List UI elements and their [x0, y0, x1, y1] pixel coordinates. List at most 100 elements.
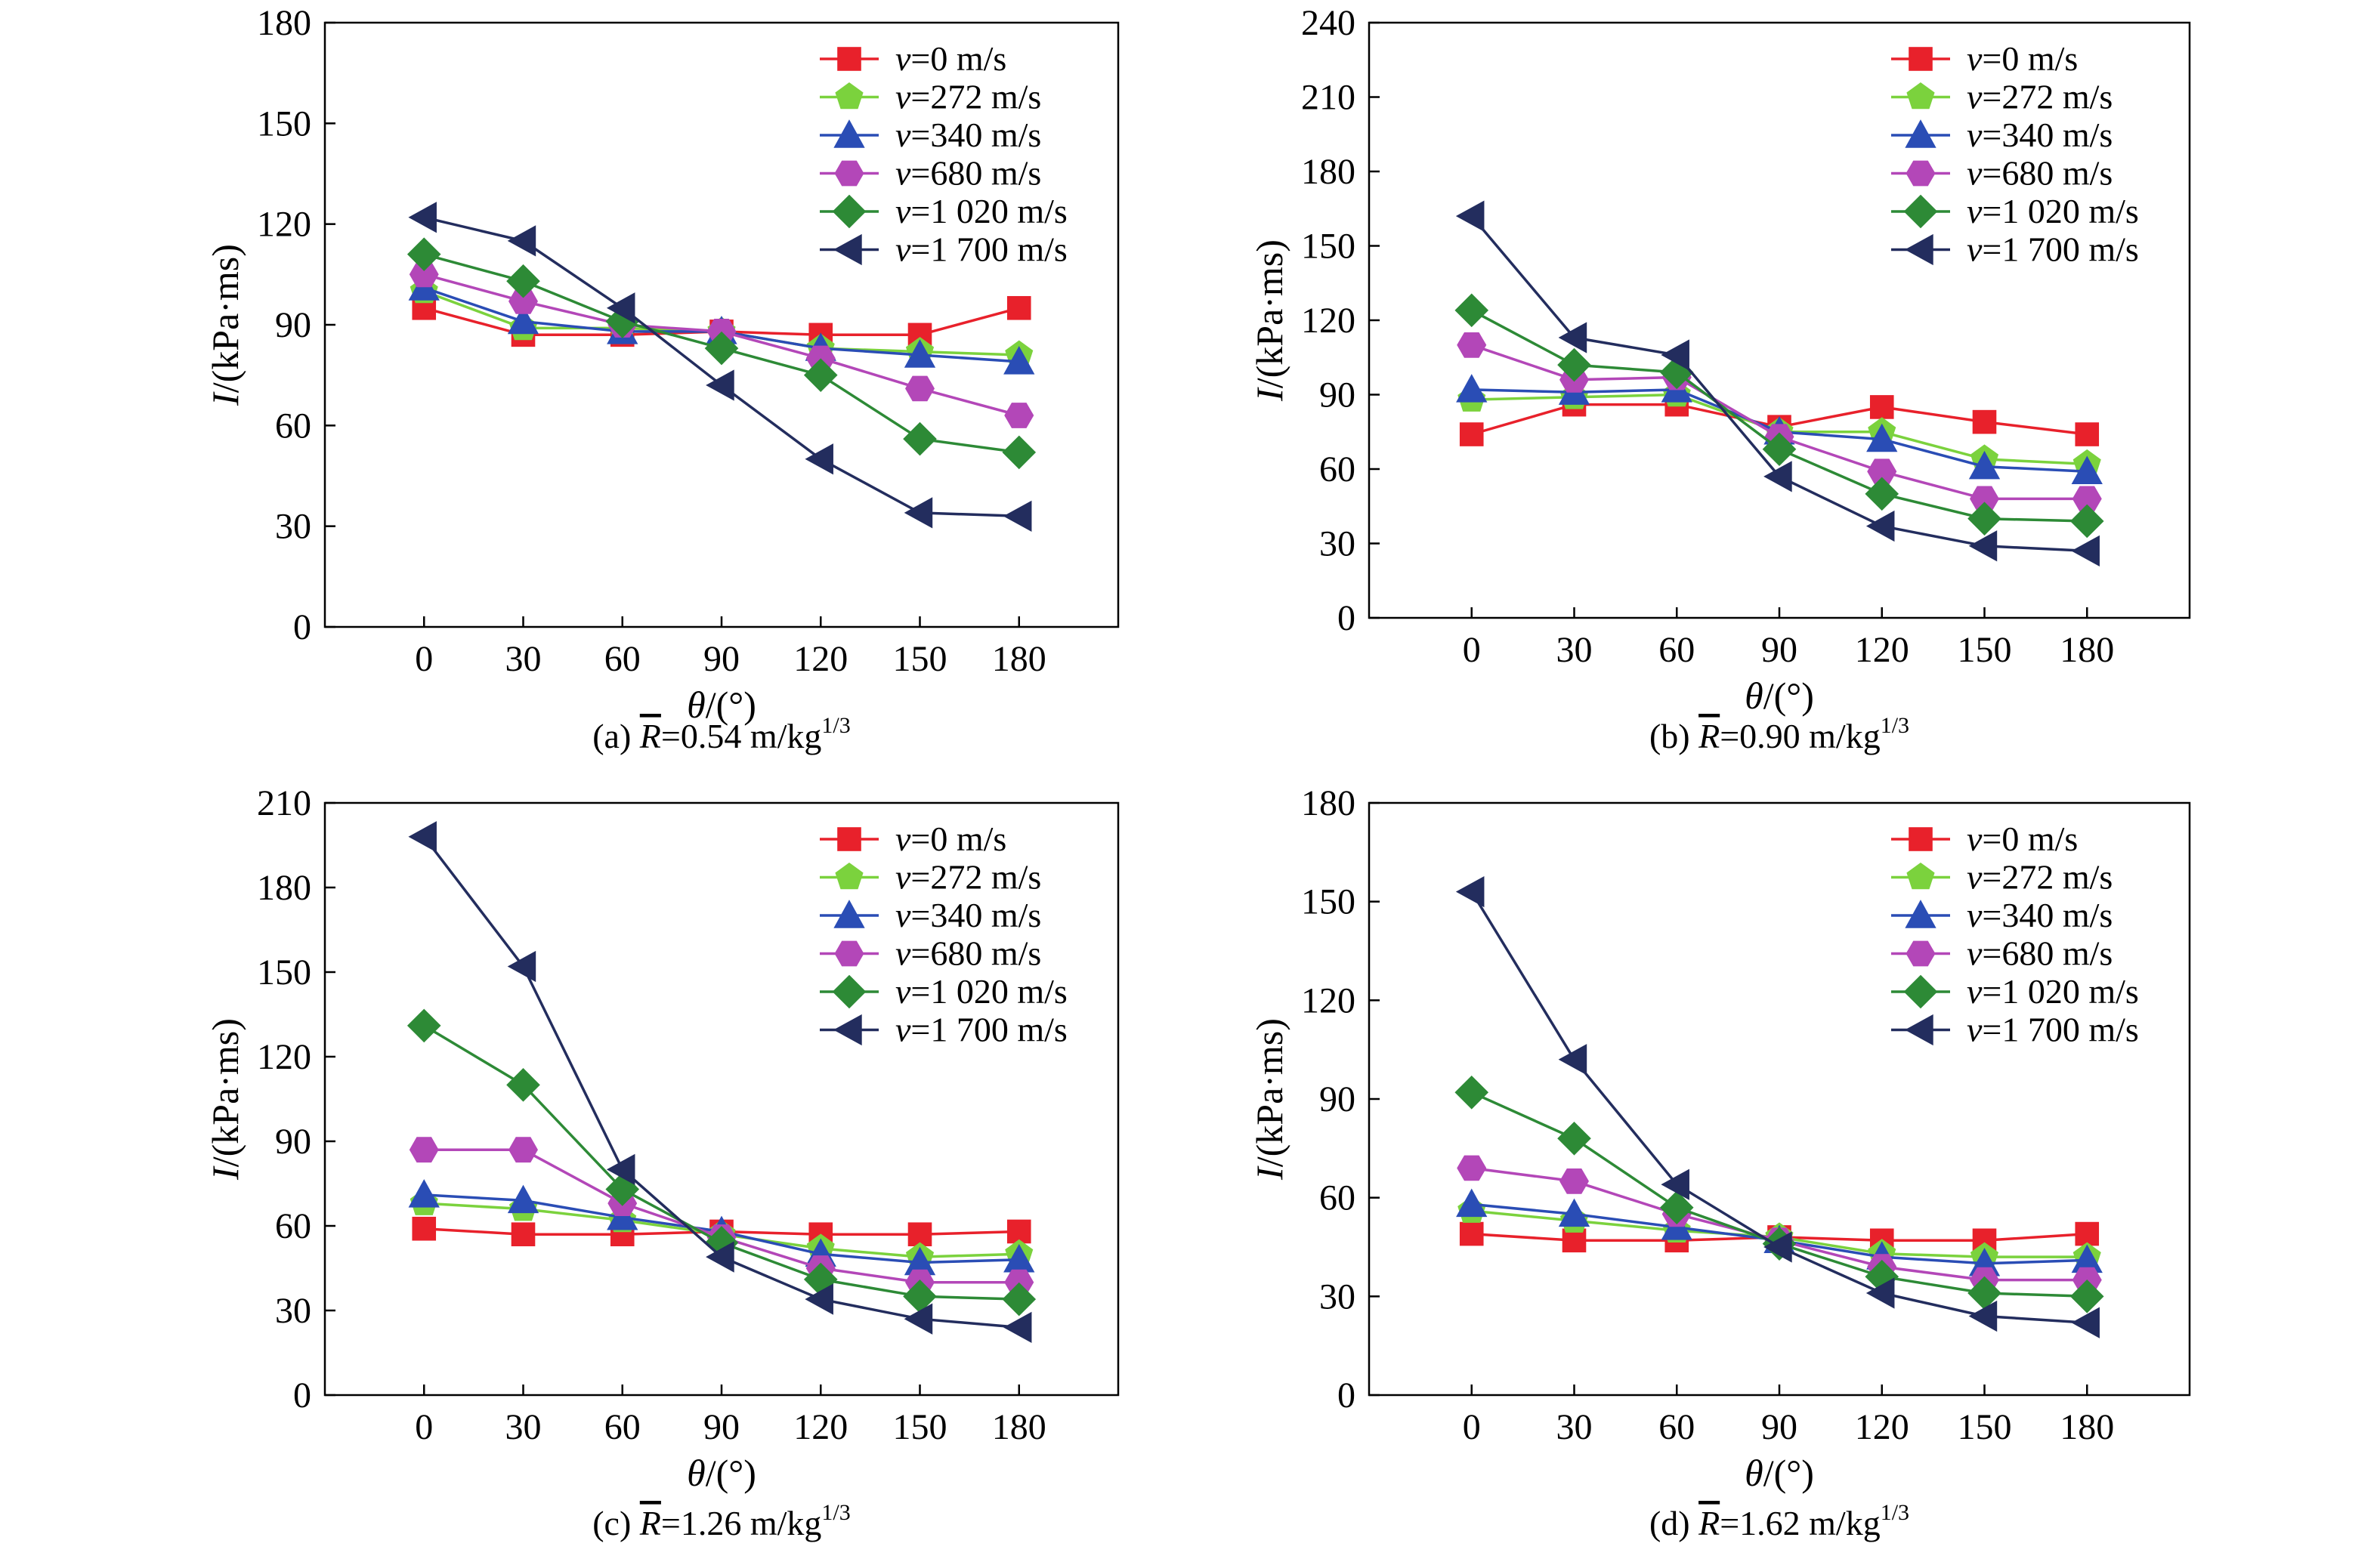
x-tick-label: 0 [415, 1407, 433, 1447]
data-point [1455, 200, 1485, 232]
x-tick-label: 90 [703, 1407, 740, 1447]
caption-value: =1.26 m/kg [661, 1504, 822, 1542]
caption-symbol: R [639, 1504, 661, 1542]
legend: v=0 m/sv=272 m/sv=340 m/sv=680 m/sv=1 02… [820, 820, 1068, 1049]
legend-label: v=0 m/s [1967, 39, 2078, 78]
y-tick-label: 30 [1319, 524, 1355, 564]
y-tick-label: 180 [1301, 783, 1355, 823]
x-axis-unit: /(°) [706, 1452, 756, 1494]
legend-text: =680 m/s [1982, 154, 2113, 193]
y-tick-label: 0 [1337, 598, 1355, 638]
data-point [1659, 1190, 1694, 1225]
legend-symbol: v [1967, 39, 1983, 78]
legend-text: =0 m/s [910, 39, 1006, 78]
y-tick-label: 150 [257, 952, 311, 992]
data-point [506, 1068, 540, 1102]
data-point [1003, 346, 1035, 375]
y-tick-label: 210 [257, 783, 311, 823]
data-point [2075, 422, 2100, 446]
data-point [1003, 1311, 1032, 1344]
data-point [805, 1283, 833, 1315]
data-point [2069, 504, 2104, 539]
legend-symbol: v [1967, 192, 1983, 230]
legend-label: v=0 m/s [895, 820, 1006, 858]
legend-text: =272 m/s [910, 78, 1041, 116]
data-point [1968, 1300, 1998, 1332]
x-tick-label: 180 [992, 1407, 1046, 1447]
x-tick-label: 150 [1958, 630, 2012, 670]
data-point [1004, 403, 1034, 428]
data-point [506, 264, 540, 298]
x-tick-label: 30 [505, 639, 542, 679]
data-point [1557, 1121, 1591, 1156]
panel-caption: (a) R=0.54 m/kg1/3 [592, 713, 851, 755]
legend-marker [834, 940, 864, 967]
x-axis-unit: /(°) [1763, 674, 1814, 717]
data-point [507, 225, 536, 257]
legend-symbol: v [895, 78, 911, 116]
legend-marker [834, 160, 864, 187]
data-point [1457, 332, 1487, 358]
legend-label: v=1 700 m/s [1967, 230, 2139, 269]
caption-value: =0.54 m/kg [661, 717, 822, 755]
caption-prefix: (a) [592, 717, 640, 755]
data-point [1972, 409, 1997, 434]
y-axis-unit: /(kPa·ms) [204, 1018, 246, 1167]
data-point [1454, 1075, 1489, 1110]
legend-symbol: v [895, 39, 911, 78]
caption-superscript: 1/3 [821, 713, 850, 738]
y-axis-label: I/(kPa·ms) [1248, 239, 1290, 402]
y-axis-unit: /(kPa·ms) [1248, 239, 1290, 388]
legend-marker [833, 233, 862, 266]
data-point [1866, 423, 1898, 452]
data-point [508, 1137, 538, 1163]
y-tick-label: 30 [1319, 1276, 1355, 1317]
data-point [1003, 500, 1032, 532]
data-point [409, 1137, 439, 1163]
x-tick-label: 120 [793, 639, 848, 679]
x-axis-label: θ/(°) [1745, 674, 1814, 717]
y-tick-label: 120 [1301, 301, 1355, 341]
data-point [1865, 477, 1899, 511]
data-point [406, 237, 441, 271]
legend-symbol: v [895, 820, 911, 858]
legend: v=0 m/sv=272 m/sv=340 m/sv=680 m/sv=1 02… [1891, 39, 2139, 269]
legend-label: v=340 m/s [1967, 896, 2113, 934]
legend-marker [833, 900, 865, 928]
data-point [412, 1216, 437, 1241]
caption-superscript: 1/3 [821, 1500, 850, 1525]
legend-text: =1 020 m/s [1982, 972, 2138, 1011]
legend-label: v=1 700 m/s [1967, 1011, 2139, 1049]
legend-text: =1 700 m/s [910, 1011, 1067, 1049]
legend-marker [833, 119, 865, 148]
y-tick-label: 210 [1301, 78, 1355, 118]
legend-symbol: v [1967, 1011, 1983, 1049]
legend-symbol: v [895, 154, 911, 193]
caption-prefix: (b) [1649, 717, 1698, 755]
legend-label: v=340 m/s [1967, 116, 2113, 154]
x-tick-label: 0 [1463, 630, 1481, 670]
y-tick-label: 120 [257, 205, 311, 245]
data-point [706, 1241, 734, 1273]
legend-label: v=1 700 m/s [895, 230, 1068, 269]
data-point [507, 950, 536, 983]
x-axis-label: θ/(°) [1745, 1452, 1814, 1494]
y-axis-label: I/(kPa·ms) [1248, 1018, 1290, 1181]
data-point [2069, 1280, 2104, 1314]
data-point [511, 1222, 536, 1247]
x-tick-label: 0 [415, 639, 433, 679]
legend-label: v=272 m/s [1967, 78, 2113, 116]
legend-text: =340 m/s [910, 116, 1041, 154]
legend-marker [1905, 233, 1933, 266]
legend-symbol: v [895, 230, 911, 269]
legend-symbol: v [895, 972, 911, 1011]
x-axis-symbol: θ [1745, 1452, 1763, 1494]
data-point [606, 1153, 635, 1185]
data-point [408, 1179, 440, 1208]
y-tick-label: 150 [1301, 227, 1355, 267]
y-axis-symbol: I [204, 391, 246, 406]
legend-symbol: v [1967, 230, 1983, 269]
legend-text: =272 m/s [1982, 858, 2113, 897]
series-v1700 [1455, 200, 2100, 566]
legend-marker [1905, 1014, 1933, 1046]
